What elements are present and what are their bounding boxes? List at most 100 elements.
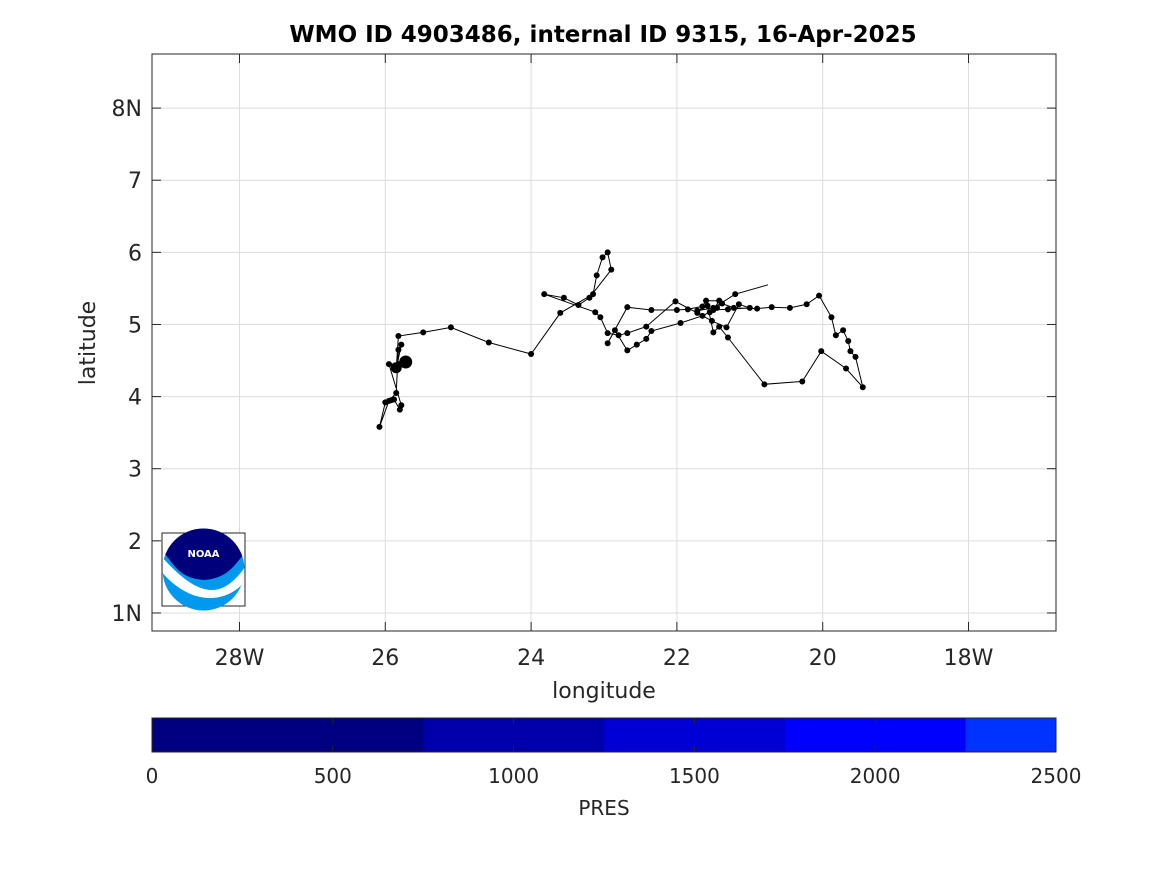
previous-position-marker — [390, 362, 402, 374]
y-tick-label: 3 — [128, 458, 142, 483]
track-point — [575, 301, 582, 308]
noaa-logo: NOAA — [161, 528, 246, 611]
track-point — [648, 307, 655, 314]
track-point — [746, 304, 753, 311]
track-point — [732, 291, 739, 298]
track-point — [708, 317, 715, 324]
x-tick-label: 22 — [663, 646, 691, 671]
track-point — [385, 397, 392, 404]
track-point — [843, 365, 850, 372]
track-point — [818, 348, 825, 355]
track-point — [557, 309, 564, 316]
y-tick-label: 7 — [128, 169, 142, 194]
track-point — [624, 330, 631, 337]
track-point — [710, 329, 717, 336]
track-point — [719, 300, 726, 307]
track-point — [840, 327, 847, 334]
track-point — [716, 323, 723, 330]
track-point — [560, 294, 567, 301]
track-point — [593, 272, 600, 279]
colorbar-frame — [151, 717, 1057, 753]
track-point — [724, 306, 731, 313]
y-tick-label: 5 — [128, 313, 142, 338]
colorbar-tick-label: 1500 — [669, 764, 720, 788]
track-point — [703, 297, 710, 304]
colorbar-tick-label: 2000 — [850, 764, 901, 788]
track-point — [398, 341, 405, 348]
track-point — [611, 327, 618, 334]
track-point — [803, 301, 810, 308]
colorbar-label: PRES — [578, 796, 629, 820]
track-point — [694, 307, 701, 314]
track-point — [672, 298, 679, 305]
chart-title: WMO ID 4903486, internal ID 9315, 16-Apr… — [289, 22, 916, 48]
track-point — [592, 309, 599, 316]
y-tick-label: 6 — [128, 241, 142, 266]
track-point — [699, 312, 706, 319]
track-point — [624, 347, 631, 354]
y-tick-label: 8N — [112, 97, 142, 122]
grid-lines — [152, 54, 1056, 631]
track-point — [673, 307, 680, 314]
track-point — [845, 338, 852, 345]
track-point — [706, 309, 713, 316]
track-point — [786, 304, 793, 311]
track-point — [704, 302, 711, 309]
track-point — [730, 304, 737, 311]
track-point — [643, 323, 650, 330]
y-axis-label: latitude — [76, 301, 101, 385]
colorbar-tick-label: 1000 — [488, 764, 539, 788]
track-point — [608, 266, 615, 273]
track-point — [395, 346, 402, 353]
y-tick-label: 2 — [128, 530, 142, 555]
track-point — [643, 335, 650, 342]
current-position-marker — [399, 355, 413, 369]
float-track — [376, 249, 866, 430]
track-point — [597, 314, 604, 321]
x-tick-label: 28W — [215, 646, 265, 671]
track-point — [615, 332, 622, 339]
track-point — [395, 333, 402, 340]
track-point — [599, 254, 606, 261]
track-point — [604, 330, 611, 337]
x-tick-label: 24 — [517, 646, 545, 671]
colorbar-segment — [152, 718, 424, 752]
plot-frame — [151, 53, 1057, 632]
track-point — [396, 406, 403, 413]
x-tick-label: 18W — [944, 646, 994, 671]
track-point — [761, 381, 768, 388]
track-point — [847, 348, 854, 355]
track-point — [393, 389, 400, 396]
track-point — [724, 334, 731, 341]
track-point — [828, 314, 835, 321]
track-point — [604, 340, 611, 347]
track-point — [799, 378, 806, 385]
track-point — [710, 304, 717, 311]
track-point — [723, 324, 730, 331]
colorbar-tick-label: 0 — [146, 764, 159, 788]
track-point — [859, 384, 866, 391]
track-point — [385, 361, 392, 368]
track-point — [541, 291, 548, 298]
track-point — [832, 332, 839, 339]
track-point — [677, 320, 684, 327]
x-axis-label: longitude — [552, 679, 656, 704]
track-point — [528, 351, 535, 358]
track-point — [604, 249, 611, 256]
x-tick-label: 26 — [371, 646, 399, 671]
track-point — [485, 339, 492, 346]
colorbar-tick-label: 500 — [314, 764, 352, 788]
y-tick-label: 4 — [128, 386, 142, 411]
track-point — [447, 324, 454, 331]
noaa-logo-text: NOAA — [187, 549, 219, 560]
track-point — [754, 305, 761, 312]
track-point — [420, 329, 427, 336]
axis-ticks: 28W 26 24 22 20 18W 1N 2 3 4 5 6 7 8N — [112, 54, 1056, 671]
track-point — [376, 423, 383, 430]
colorbar-segment — [965, 718, 1057, 752]
track-point — [852, 353, 859, 360]
track-point — [590, 291, 597, 298]
track-point — [735, 301, 742, 308]
y-tick-label: 1N — [112, 602, 142, 627]
